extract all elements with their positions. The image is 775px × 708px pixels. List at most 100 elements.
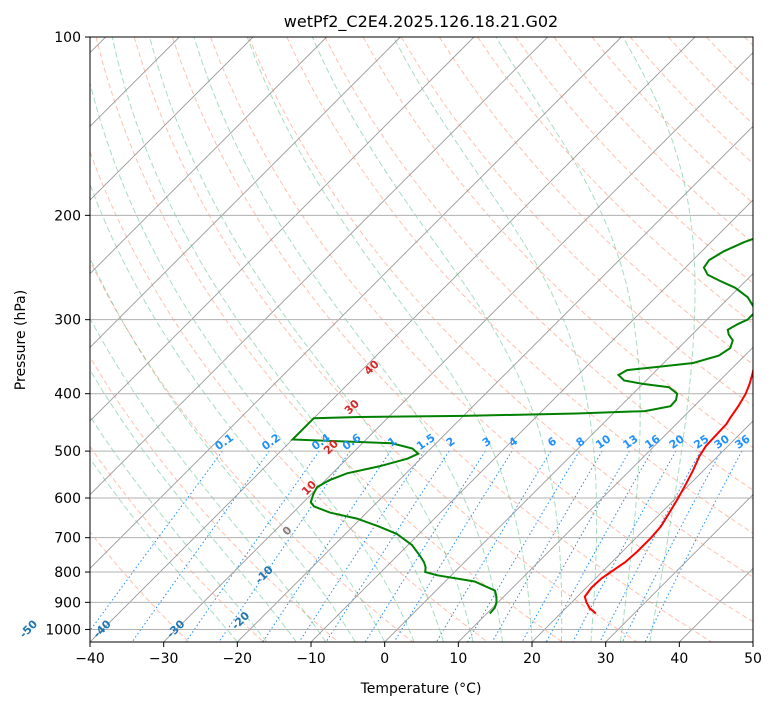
- isotherm-line: [679, 567, 753, 642]
- dry-adiabat-line: [553, 37, 753, 244]
- dry-adiabat-line: [90, 259, 414, 642]
- grid-layer: [90, 37, 753, 642]
- mixing-ratio-line: [621, 450, 722, 642]
- axis-layer: −40 −30 −20 −10 0 10 20 30 40 5010020030040050060…: [45, 30, 762, 667]
- mixing-ratio-label: 36: [733, 432, 753, 452]
- y-tick-label: 1000: [45, 622, 81, 638]
- isotherm-line: [310, 199, 753, 642]
- mixing-ratio-line: [262, 450, 392, 642]
- x-tick-label: 50: [744, 651, 762, 667]
- dry-adiabat-line: [90, 445, 265, 642]
- x-tick-label: −40: [75, 651, 105, 667]
- mixing-ratio-label: 13: [621, 432, 641, 451]
- moist-adiabat-line: [90, 415, 268, 642]
- mixing-ratio-label: 0.1: [213, 431, 236, 453]
- plot-frame: [89, 36, 754, 643]
- x-axis-title: Temperature (°C): [360, 681, 482, 697]
- x-tick-label: 0: [380, 651, 389, 667]
- mixing-ratio-label: 10: [593, 432, 613, 452]
- dewpoint-profile: [290, 237, 753, 615]
- mixing-ratio-line: [325, 450, 450, 642]
- dry-adiabat-line: [133, 37, 638, 642]
- isotherm-line: [90, 37, 327, 275]
- mixing-ratio-line: [298, 450, 425, 642]
- mixing-ratio-line: [572, 450, 677, 642]
- moist-adiabat-line: [149, 37, 474, 642]
- series-layer: [290, 237, 753, 615]
- x-tick-label: 10: [449, 651, 467, 667]
- mixing-ratio-line: [644, 450, 743, 642]
- chart-title: wetPf2_C2E4.2025.126.18.21.G02: [284, 12, 558, 32]
- x-tick-label: 40: [670, 651, 688, 667]
- dry-adiabat-line: [438, 37, 753, 366]
- isotherm-line: [90, 37, 475, 422]
- isotherm-line: [605, 494, 753, 642]
- isotherm-line: [90, 37, 401, 348]
- x-tick-label: −20: [223, 651, 253, 667]
- x-tick-label: 30: [597, 651, 615, 667]
- mixing-ratio-label: 16: [643, 432, 663, 452]
- isotherm-line: [531, 420, 753, 642]
- mixing-ratio-label: 6: [545, 434, 559, 449]
- isotherm-line: [90, 37, 254, 201]
- y-tick-label: 700: [54, 531, 81, 547]
- mixing-ratio-line: [599, 450, 701, 642]
- mixing-ratio-label: 1: [385, 435, 399, 450]
- y-tick-label: 100: [54, 30, 81, 46]
- isotherm-line: [90, 37, 622, 569]
- mixing-ratio-label: 1.5: [414, 431, 437, 453]
- moist-adiabat-line: [311, 37, 563, 642]
- mixing-ratio-label: 8: [574, 435, 588, 450]
- moist-adiabat-line: [495, 37, 641, 642]
- dry-adiabat-line: [210, 37, 753, 623]
- y-tick-label: 500: [54, 444, 81, 460]
- y-tick-label: 200: [54, 208, 81, 224]
- mixing-ratio-label: 0.2: [259, 431, 282, 453]
- moist-adiabat-line: [90, 317, 327, 642]
- y-tick-label: 300: [54, 313, 81, 329]
- moist-adiabat-line: [90, 81, 415, 642]
- dry-adiabat-label: -50: [17, 617, 40, 640]
- annotation-layer: 0.10.20.40.611.52346810131620253036-100-…: [17, 357, 753, 640]
- dry-adiabat-label: -30: [164, 617, 187, 640]
- dry-adiabat-line: [248, 37, 753, 578]
- y-tick-label: 600: [54, 491, 81, 507]
- temperature-profile: [583, 366, 753, 615]
- dry-adiabat-line: [286, 37, 753, 534]
- moist-adiabat-line: [111, 37, 445, 642]
- y-axis-title: Pressure (hPa): [13, 290, 29, 390]
- isotherm-line: [384, 273, 753, 642]
- dry-adiabat-line: [362, 37, 753, 449]
- dry-adiabat-line: [477, 37, 753, 325]
- isotherm-line: [90, 37, 548, 496]
- x-tick-label: 20: [523, 651, 541, 667]
- moist-adiabat-line: [90, 256, 356, 642]
- x-tick-label: −30: [149, 651, 179, 667]
- y-tick-label: 900: [54, 595, 81, 611]
- dry-adiabat-line: [90, 150, 489, 642]
- moist-adiabat-line: [392, 37, 598, 642]
- x-tick-label: −10: [296, 651, 326, 667]
- mixing-ratio-label: 2: [444, 435, 458, 450]
- mixing-ratio-label: 0.6: [340, 431, 364, 453]
- dry-adiabat-line: [744, 37, 753, 47]
- mixing-ratio-line: [131, 450, 270, 642]
- moist-adiabat-line: [90, 457, 238, 642]
- moist-adiabat-line: [246, 37, 533, 642]
- isotherm-line: [163, 52, 753, 642]
- y-tick-label: 400: [54, 387, 81, 403]
- mixing-ratio-line: [364, 450, 486, 642]
- isotherm-line: [752, 641, 753, 642]
- moist-adiabat-line: [622, 37, 696, 642]
- mixing-ratio-line: [521, 450, 630, 642]
- isotherm-line: [458, 346, 753, 642]
- dry-adiabat-line: [324, 37, 753, 491]
- mixing-ratio-label: 25: [691, 432, 711, 451]
- moist-adiabat-line: [90, 182, 386, 642]
- isotherm-line: [90, 37, 696, 642]
- isotherm-line: [237, 125, 753, 642]
- dry-adiabat-label: -40: [91, 617, 114, 640]
- mixing-ratio-label: 4: [506, 434, 520, 449]
- mixing-ratio-line: [90, 450, 223, 632]
